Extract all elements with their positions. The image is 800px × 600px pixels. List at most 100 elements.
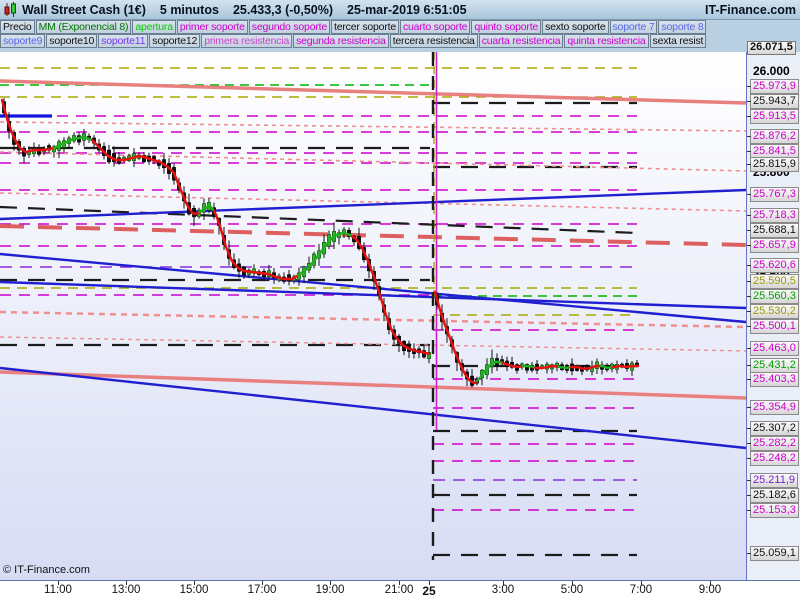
legend-item-cuarta-resistencia[interactable]: cuarta resistencia (478, 34, 564, 48)
price-tick (747, 495, 751, 496)
price-level-label: 25.403,3 (750, 372, 799, 387)
level-line (0, 188, 746, 221)
price-tick (747, 116, 751, 117)
legend-item-precio[interactable]: Precio (0, 20, 35, 34)
time-axis[interactable]: 11:00 13:00 15:00 17:00 19:00 21:00 25 3:00 5:00… (0, 580, 800, 600)
price-tick (747, 365, 751, 366)
legend-item-tercera-resistencia[interactable]: tercera resistencia (389, 34, 478, 48)
ema-line (0, 98, 6, 109)
brand-label: IT-Finance.com (705, 2, 796, 17)
legend-item-primer-soporte[interactable]: primer soporte (176, 20, 248, 34)
price-level-label: 25.560,3 (750, 289, 799, 304)
time-tick (399, 581, 400, 585)
price-tick (747, 311, 751, 312)
price-tick (747, 348, 751, 349)
price-tick (747, 443, 751, 444)
price-level-label: 25.973,9 (750, 79, 799, 94)
price-level-label: 25.463,0 (750, 341, 799, 356)
price-tick (747, 480, 751, 481)
candle-up (427, 352, 431, 359)
price-level-label: 25.500,1 (750, 319, 799, 334)
legend-item-soporte9[interactable]: soporte9 (0, 34, 46, 48)
price-level-label: 25.211,9 (750, 473, 799, 488)
legend-item-soporte-7[interactable]: soporte 7 (609, 20, 658, 34)
price-tick (747, 194, 751, 195)
ema-line (220, 231, 226, 242)
ema-line (2, 106, 8, 116)
price-level-label: 25.307,2 (750, 421, 799, 436)
ema-line (222, 238, 228, 249)
time-label: 7:00 (629, 584, 653, 596)
ema-line (435, 298, 441, 308)
price-tick (747, 553, 751, 554)
price-tick (747, 86, 751, 87)
legend-item-quinto-soporte[interactable]: quinto soporte (471, 20, 542, 34)
legend-item-mm-exponencial-8-[interactable]: MM (Exponencial 8) (35, 20, 132, 34)
price-axis[interactable]: 26.00025.80025.60025.40025.20025.973,925… (746, 52, 800, 580)
level-line (0, 370, 746, 400)
time-tick (572, 581, 573, 585)
legend-item-apertura[interactable]: apertura (132, 20, 176, 34)
time-tick (262, 581, 263, 585)
legend-item-primera-resistencia[interactable]: primera resistencia (201, 34, 293, 48)
ema-line (4, 113, 10, 124)
legend-item-soporte-8[interactable]: soporte 8 (658, 20, 707, 34)
candle-down (525, 364, 529, 371)
time-label: 17:00 (247, 584, 277, 596)
price-level-label: 25.248,2 (750, 451, 799, 466)
time-tick (503, 581, 504, 585)
time-label: 9:00 (698, 584, 722, 596)
title-bar: Wall Street Cash (1€) 5 minutos 25.433,3… (0, 0, 800, 20)
last-price-change: 25.433,3 (-0,50%) (232, 2, 333, 17)
time-tick (330, 581, 331, 585)
level-line (0, 252, 746, 324)
legend-item-cuarto-soporte[interactable]: cuarto soporte (399, 20, 471, 34)
price-tick (747, 407, 751, 408)
price-level-label: 25.688,1 (750, 223, 799, 238)
price-tick (747, 215, 751, 216)
level-line (0, 224, 746, 247)
axis-scale-label: 26.000 (753, 64, 790, 78)
time-tick (641, 581, 642, 585)
time-label: 13:00 (111, 584, 141, 596)
candlestick-icon (4, 2, 16, 17)
legend-item-sexta-resist[interactable]: sexta resist (649, 34, 707, 48)
legend-row-1: Precio MM (Exponencial 8) apertura primer s… (0, 20, 800, 34)
chart-copyright: © IT-Finance.com (3, 564, 90, 576)
time-label: 25 (422, 584, 436, 598)
price-label-top: 26.071,5 (747, 41, 796, 55)
price-level-label: 25.354,9 (750, 400, 799, 415)
price-tick (747, 510, 751, 511)
price-tick (747, 281, 751, 282)
time-label: 3:00 (491, 584, 515, 596)
price-tick (747, 164, 751, 165)
legend-row-2: soporte9 soporte10 soporte11 soporte12 prime… (0, 34, 800, 48)
price-level-label: 25.153,3 (750, 503, 799, 518)
level-line (0, 79, 746, 105)
legend-item-soporte10[interactable]: soporte10 (46, 34, 98, 48)
legend-item-quinta-resistencia[interactable]: quinta resistencia (564, 34, 649, 48)
time-label: 19:00 (315, 584, 345, 596)
time-tick (194, 581, 195, 585)
legend-item-segundo-soporte[interactable]: segundo soporte (248, 20, 330, 34)
price-tick (747, 326, 751, 327)
ema-line (433, 290, 439, 301)
legend-item-segunda-resistencia[interactable]: segunda resistencia (293, 34, 389, 48)
level-line (0, 310, 746, 329)
instrument-name: Wall Street Cash (1€) (22, 2, 146, 17)
legend-item-soporte11[interactable]: soporte11 (98, 34, 149, 48)
price-tick (747, 428, 751, 429)
legend-item-soporte12[interactable]: soporte12 (149, 34, 201, 48)
time-label: 11:00 (44, 584, 72, 596)
time-label: 5:00 (560, 584, 584, 596)
time-label: 15:00 (179, 584, 209, 596)
candle-down (37, 148, 41, 155)
price-tick (747, 245, 751, 246)
legend-item-sexto-soporte[interactable]: sexto soporte (542, 20, 609, 34)
price-level-label: 25.943,7 (750, 94, 799, 109)
timeframe-label: 5 minutos (159, 2, 219, 17)
price-level-label: 25.913,5 (750, 109, 799, 124)
price-tick (747, 379, 751, 380)
legend-item-tercer-soporte[interactable]: tercer soporte (331, 20, 399, 34)
price-chart[interactable] (0, 52, 746, 580)
